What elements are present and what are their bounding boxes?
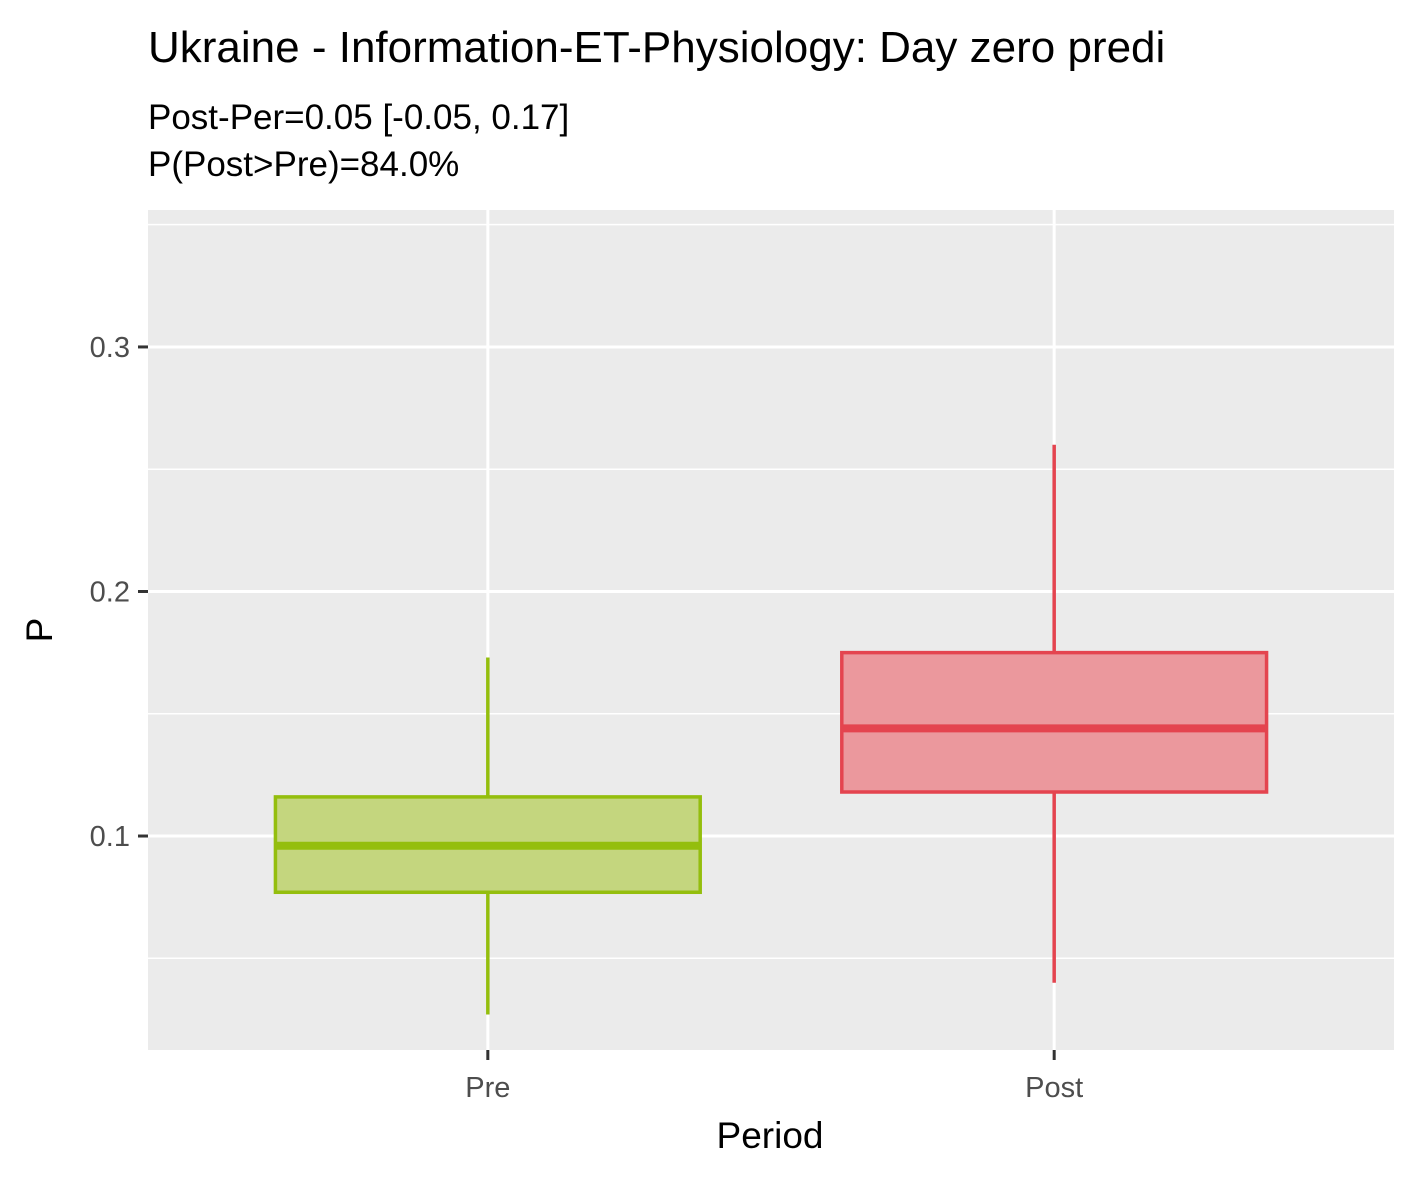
y-axis: 0.1 0.2 0.3 bbox=[90, 332, 148, 853]
x-tick-label: Post bbox=[1025, 1072, 1083, 1104]
y-axis-title: P bbox=[19, 618, 60, 643]
chart-title: Ukraine - Information-ET-Physiology: Day… bbox=[148, 23, 1165, 72]
y-tick-label: 0.2 bbox=[90, 576, 130, 608]
chart-subtitle-line-1: Post-Per=0.05 [-0.05, 0.17] bbox=[148, 98, 569, 137]
x-axis-title: Period bbox=[717, 1115, 824, 1156]
boxes bbox=[273, 444, 1269, 1015]
plot-panel bbox=[148, 210, 1394, 1050]
x-axis: Pre Post bbox=[465, 1050, 1083, 1104]
chart-subtitle-line-2: P(Post>Pre)=84.0% bbox=[148, 145, 459, 184]
y-tick-label: 0.3 bbox=[90, 332, 130, 364]
y-tick-label: 0.1 bbox=[90, 821, 130, 853]
box-post bbox=[840, 650, 1269, 794]
x-tick-label: Pre bbox=[465, 1072, 510, 1104]
